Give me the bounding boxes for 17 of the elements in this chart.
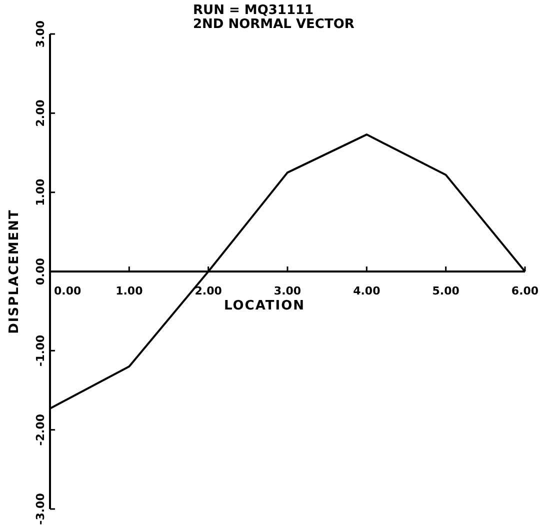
x-tick-label: 6.00: [511, 284, 539, 298]
y-tick-label: 3.00: [34, 20, 47, 48]
chart-title: RUN = MQ31111: [193, 3, 314, 18]
y-tick-label: -3.00: [34, 492, 47, 525]
y-tick-label: -1.00: [34, 334, 47, 367]
y-tick-label: -2.00: [34, 414, 47, 446]
x-axis-title: LOCATION: [224, 298, 306, 314]
x-tick-label: 2.00: [194, 284, 222, 298]
y-tick-label: 2.00: [34, 99, 47, 127]
y-axis-title: DISPLACEMENT: [7, 209, 22, 334]
y-tick-label: 1.00: [34, 178, 47, 206]
x-tick-label: 4.00: [353, 284, 381, 298]
chart-subtitle: 2ND NORMAL VECTOR: [193, 17, 354, 32]
x-tick-label: 0.00: [54, 284, 82, 298]
x-tick-label: 5.00: [432, 284, 460, 298]
x-tick-label: 1.00: [116, 284, 144, 298]
x-tick-label: 3.00: [274, 284, 302, 298]
